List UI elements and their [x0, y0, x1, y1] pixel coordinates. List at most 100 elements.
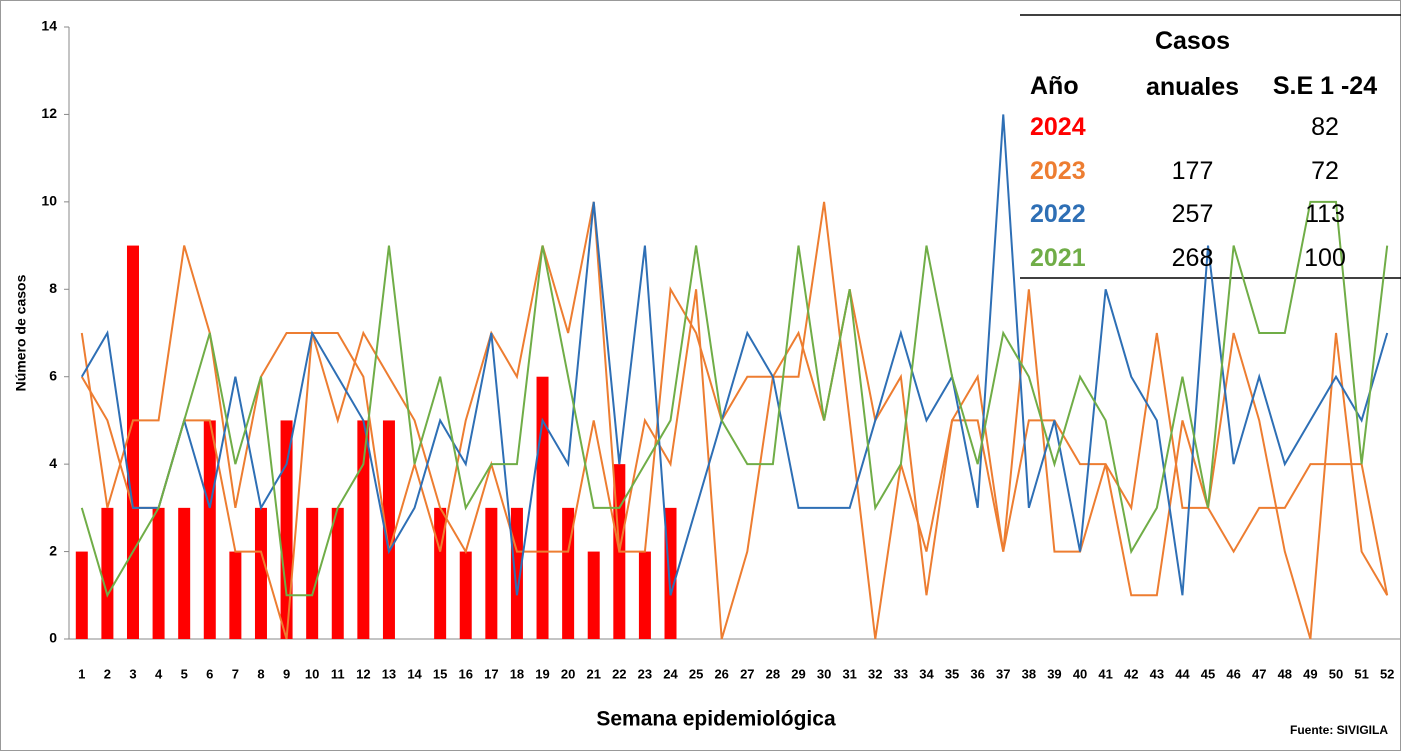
- x-tick-label: 49: [1303, 666, 1317, 681]
- x-tick-label: 45: [1201, 666, 1215, 681]
- y-tick-label: 14: [41, 18, 57, 34]
- y-tick-label: 8: [49, 280, 57, 296]
- x-tick-label: 36: [970, 666, 984, 681]
- y-tick-label: 2: [49, 542, 57, 558]
- x-tick-label: 46: [1226, 666, 1240, 681]
- x-tick-label: 17: [484, 666, 498, 681]
- x-tick-label: 20: [561, 666, 575, 681]
- table-se: 100: [1304, 243, 1346, 272]
- x-tick-label: 6: [206, 666, 213, 681]
- x-tick-label: 29: [791, 666, 805, 681]
- x-tick-label: 19: [535, 666, 549, 681]
- table-year: 2022: [1030, 200, 1086, 228]
- bar: [203, 420, 216, 639]
- bar: [638, 551, 651, 639]
- x-tick-label: 26: [714, 666, 728, 681]
- x-tick-label: 28: [766, 666, 780, 681]
- x-tick-label: 13: [382, 666, 396, 681]
- x-tick-label: 40: [1073, 666, 1087, 681]
- x-tick-label: 22: [612, 666, 626, 681]
- x-tick-label: 41: [1098, 666, 1112, 681]
- x-tick-label: 3: [129, 666, 136, 681]
- x-tick-label: 43: [1150, 666, 1164, 681]
- table-year: 2024: [1030, 113, 1086, 141]
- table-se: 113: [1305, 200, 1345, 228]
- x-tick-label: 9: [283, 666, 290, 681]
- table-se: 72: [1311, 156, 1339, 185]
- x-tick-label: 35: [945, 666, 959, 681]
- x-tick-label: 42: [1124, 666, 1138, 681]
- table-header: Año: [1030, 72, 1079, 100]
- bar: [536, 376, 549, 639]
- bar: [485, 507, 498, 639]
- x-tick-label: 30: [817, 666, 831, 681]
- line: [80, 201, 1389, 640]
- x-tick-label: 34: [919, 666, 934, 681]
- x-tick-label: 4: [155, 666, 163, 681]
- x-tick-label: 5: [181, 666, 188, 681]
- x-tick-label: 27: [740, 666, 754, 681]
- x-tick-label: 10: [305, 666, 319, 681]
- bar: [152, 507, 165, 639]
- y-tick-label: 6: [49, 367, 57, 383]
- x-tick-label: 8: [257, 666, 264, 681]
- table-annual: 257: [1171, 200, 1214, 228]
- x-tick-label: 25: [689, 666, 703, 681]
- x-tick-label: 21: [586, 666, 600, 681]
- table-header: Casos anuales: [1145, 27, 1240, 101]
- y-tick-label: 4: [49, 455, 57, 471]
- line: [80, 114, 1389, 596]
- x-tick-label: 1: [78, 666, 85, 681]
- x-tick-label: 50: [1329, 666, 1343, 681]
- y-tick-label: 10: [41, 193, 57, 209]
- bar: [254, 507, 267, 639]
- x-tick-label: 39: [1047, 666, 1061, 681]
- y-axis-title: Número de casos: [13, 274, 29, 391]
- x-tick-label: 33: [894, 666, 908, 681]
- x-tick-label: 51: [1354, 666, 1368, 681]
- x-tick-label: 24: [663, 666, 678, 681]
- bar: [587, 551, 600, 639]
- x-tick-label: 14: [407, 666, 422, 681]
- bar: [306, 507, 319, 639]
- bar: [229, 551, 242, 639]
- bar: [382, 420, 395, 639]
- x-tick-label: 47: [1252, 666, 1266, 681]
- bar: [280, 420, 293, 639]
- x-tick-label: 23: [638, 666, 652, 681]
- x-tick-label: 44: [1175, 666, 1190, 681]
- x-axis-title: Semana epidemiológica: [596, 708, 836, 731]
- x-tick-label: 52: [1380, 666, 1394, 681]
- bar: [357, 420, 370, 639]
- bar: [75, 551, 88, 639]
- source-note: Fuente: SIVIGILA: [1290, 723, 1388, 737]
- y-tick-label: 12: [41, 105, 57, 121]
- x-tick-label: 38: [1022, 666, 1036, 681]
- table-annual: 268: [1171, 243, 1214, 272]
- bar: [101, 507, 114, 639]
- bar: [331, 507, 344, 639]
- line: [80, 200, 1389, 598]
- x-tick-label: 16: [459, 666, 473, 681]
- y-tick-label: 0: [49, 630, 57, 646]
- x-tick-label: 2: [104, 666, 111, 681]
- x-tick-label: 31: [842, 666, 856, 681]
- table-se: 82: [1311, 113, 1339, 141]
- table-annual: 177: [1171, 156, 1214, 185]
- x-tick-label: 7: [232, 666, 239, 681]
- x-tick-label: 15: [433, 666, 447, 681]
- x-tick-label: 48: [1278, 666, 1292, 681]
- table-year: 2023: [1030, 156, 1086, 185]
- table-year: 2021: [1030, 243, 1086, 272]
- x-tick-label: 12: [356, 666, 370, 681]
- x-tick-label: 37: [996, 666, 1010, 681]
- x-tick-label: 32: [868, 666, 882, 681]
- bar: [459, 551, 472, 639]
- bar: [178, 507, 191, 639]
- x-tick-label: 18: [510, 666, 524, 681]
- bar: [126, 245, 139, 640]
- table-header: S.E 1 -24: [1272, 72, 1378, 100]
- x-tick-label: 11: [331, 666, 345, 681]
